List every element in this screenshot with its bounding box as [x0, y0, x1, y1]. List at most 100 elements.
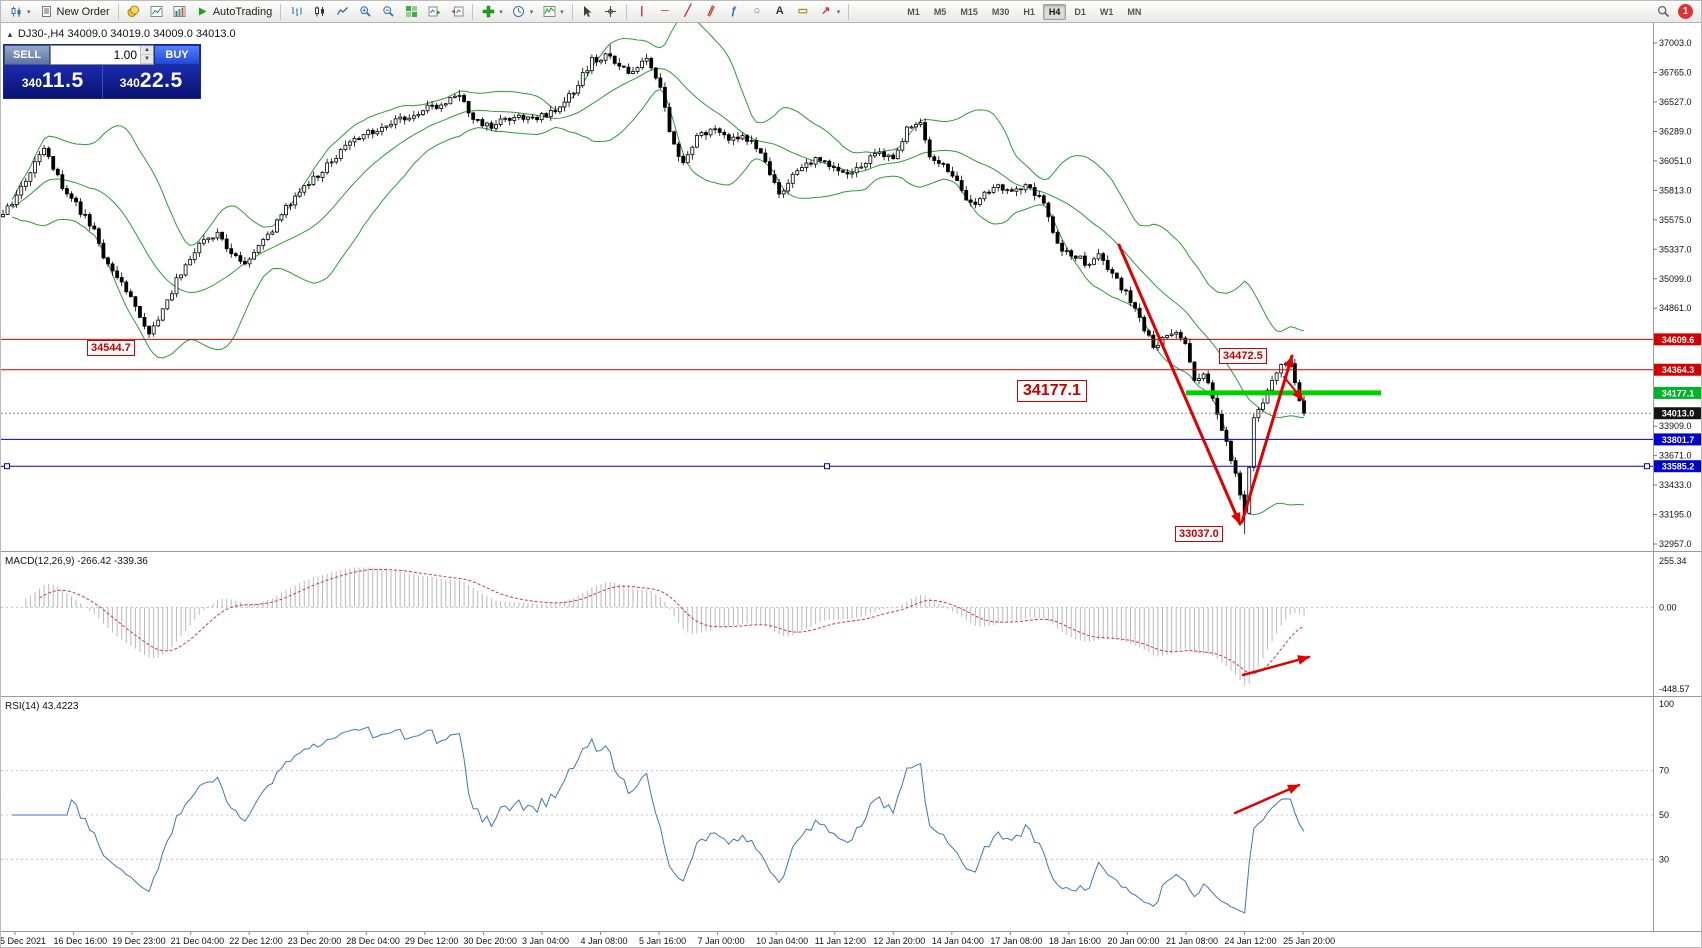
trend-arrow[interactable] — [1283, 376, 1304, 401]
volume-input[interactable] — [51, 46, 140, 64]
chart-shift-button[interactable] — [446, 2, 468, 21]
svg-text:36289.0: 36289.0 — [1659, 126, 1692, 136]
svg-text:10 Jan 04:00: 10 Jan 04:00 — [756, 936, 808, 946]
arrows-tool-button[interactable]: ↗ ▾ — [815, 2, 845, 21]
toolbar-separator — [625, 3, 627, 20]
price-tag-34609.6 — [1654, 333, 1701, 346]
dropdown-caret-icon: ▾ — [27, 8, 31, 16]
volume-decrease-button[interactable]: ▼ — [141, 55, 153, 64]
price-annotation-34472.5[interactable]: 34472.5 — [1219, 348, 1267, 364]
timeframe-h4-button[interactable]: H4 — [1042, 3, 1067, 20]
auto-scroll-button[interactable] — [423, 2, 445, 21]
add-chart-button[interactable]: ▾ — [477, 2, 507, 21]
svg-text:32957.0: 32957.0 — [1659, 539, 1692, 549]
fibonacci-tool-button[interactable]: ƒ — [723, 2, 745, 21]
macd-indicator-label[interactable]: MACD(12,26,9) -266.42 -339.36 — [5, 556, 148, 567]
play-icon — [196, 5, 210, 19]
chart-canvas[interactable]: 37003.0 36765.0 36527.0 36289.0 36051.0 35813… — [1, 23, 1702, 948]
bollinger-bands[interactable] — [11, 23, 1305, 516]
indicators-button[interactable]: ▾ — [538, 2, 568, 21]
svg-text:16 Dec 16:00: 16 Dec 16:00 — [54, 936, 108, 946]
candlesticks — [1, 44, 1306, 535]
zoom-out-icon — [381, 5, 395, 19]
buy-price[interactable]: 340 22.5 — [103, 65, 201, 98]
svg-text:33909.0: 33909.0 — [1659, 421, 1692, 431]
toolbar-separator — [472, 3, 474, 20]
price-annotation-34177.1[interactable]: 34177.1 — [1017, 380, 1087, 402]
zoom-in-icon — [358, 5, 372, 19]
price-scale[interactable]: 37003.0 36765.0 36527.0 36289.0 36051.0 35813… — [1653, 38, 1692, 864]
main-toolbar: ▾ New Order AutoTrading ▾ ▾ ▾ | ─ ╱ ∥ ƒ ○ A ▭ ↗ ▾ M1 M5 M1… — [1, 1, 1701, 23]
trend-arrow[interactable] — [1240, 354, 1294, 524]
time-scale[interactable]: 15 Dec 2021 16 Dec 16:00 19 Dec 23:00 21 De… — [1, 932, 1335, 946]
chart-area[interactable]: 37003.0 36765.0 36527.0 36289.0 36051.0 35813… — [1, 23, 1702, 948]
label-tool-button[interactable]: ▭ — [792, 2, 814, 21]
new-chart-button[interactable]: ▾ — [5, 2, 35, 21]
svg-text:33801.7: 33801.7 — [1662, 435, 1695, 445]
sell-price[interactable]: 340 11.5 — [4, 65, 103, 98]
macd-signal-line — [39, 568, 1305, 674]
trendline-tool-button[interactable]: ╱ — [677, 2, 699, 21]
g-hline-icon: ─ — [660, 5, 669, 17]
line-handle[interactable] — [4, 463, 10, 470]
buy-button[interactable]: BUY — [154, 45, 200, 65]
notification-badge[interactable]: 1 — [1678, 4, 1693, 19]
timeframe-d1-button[interactable]: D1 — [1074, 6, 1086, 17]
svg-text:4 Jan 08:00: 4 Jan 08:00 — [581, 936, 628, 946]
data-window-button[interactable] — [146, 2, 168, 21]
line-handle[interactable] — [824, 463, 830, 470]
zoom-out-button[interactable] — [377, 2, 399, 21]
timeframe-m15-button[interactable]: M15 — [960, 6, 978, 17]
sell-button[interactable]: SELL — [4, 45, 50, 65]
ellipse-tool-button[interactable]: ○ — [746, 2, 768, 21]
autotrading-button[interactable]: AutoTrading — [192, 2, 277, 21]
svg-text:25 Jan 20:00: 25 Jan 20:00 — [1283, 936, 1335, 946]
cursor-tool-button[interactable] — [577, 2, 599, 21]
line-handle[interactable] — [1644, 463, 1650, 470]
timeframe-w1-button[interactable]: W1 — [1099, 6, 1114, 17]
svg-text:70: 70 — [1659, 766, 1669, 776]
svg-text:18 Jan 16:00: 18 Jan 16:00 — [1049, 936, 1101, 946]
dropdown-caret-icon: ▾ — [529, 8, 534, 16]
svg-text:21 Dec 04:00: 21 Dec 04:00 — [171, 936, 225, 946]
rsi-plot — [1, 726, 1653, 914]
candlestick-mode-button[interactable] — [308, 2, 330, 21]
timeframe-toolbar: M1 M5 M15 M30 H1 H4 D1 W1 MN — [901, 3, 1147, 20]
timeframe-m1-button[interactable]: M1 — [907, 6, 920, 17]
price-annotation-33037.0[interactable]: 33037.0 — [1175, 526, 1223, 542]
g-vline-icon: | — [640, 5, 644, 17]
timeframe-mn-button[interactable]: MN — [1127, 6, 1142, 17]
tile-windows-button[interactable] — [400, 2, 422, 21]
svg-text:17 Jan 08:00: 17 Jan 08:00 — [990, 936, 1042, 946]
search-icon[interactable] — [1656, 5, 1670, 19]
svg-text:14 Jan 04:00: 14 Jan 04:00 — [932, 936, 984, 946]
trend-arrow[interactable] — [1233, 783, 1301, 815]
trend-arrow[interactable] — [1117, 243, 1242, 526]
deposit-button[interactable] — [123, 2, 145, 21]
trend-arrow[interactable] — [1241, 655, 1311, 677]
timeframe-m30-button[interactable]: M30 — [991, 6, 1010, 17]
crosshair-tool-button[interactable] — [600, 2, 622, 21]
bar-chart-mode-button[interactable] — [285, 2, 307, 21]
g-text-icon: A — [775, 5, 784, 17]
channel-tool-button[interactable]: ∥ — [700, 2, 722, 21]
new-order-button[interactable]: New Order — [36, 2, 114, 21]
market-watch-button[interactable] — [169, 2, 191, 21]
zoom-in-button[interactable] — [354, 2, 376, 21]
vertical-line-tool-button[interactable]: | — [631, 2, 653, 21]
g-ellipse-icon: ○ — [753, 5, 761, 17]
timeframe-m5-button[interactable]: M5 — [933, 6, 947, 17]
line-chart-mode-button[interactable] — [331, 2, 353, 21]
price-tag-33585.2 — [1654, 460, 1701, 473]
price-annotation-34544.7[interactable]: 34544.7 — [87, 340, 135, 356]
horizontal-line-tool-button[interactable]: ─ — [654, 2, 676, 21]
svg-text:-448.57: -448.57 — [1659, 684, 1690, 694]
timeframe-h1-button[interactable]: H1 — [1023, 6, 1035, 17]
toolbar-separator — [571, 3, 573, 20]
volume-increase-button[interactable]: ▲ — [141, 46, 153, 55]
text-tool-button[interactable]: A — [769, 2, 791, 21]
rsi-indicator-label[interactable]: RSI(14) 43.4223 — [5, 701, 79, 712]
symbol-expand-icon[interactable]: ▲ — [6, 29, 14, 39]
price-tag-34364.3 — [1654, 363, 1701, 376]
periods-button[interactable]: ▾ — [508, 2, 538, 21]
